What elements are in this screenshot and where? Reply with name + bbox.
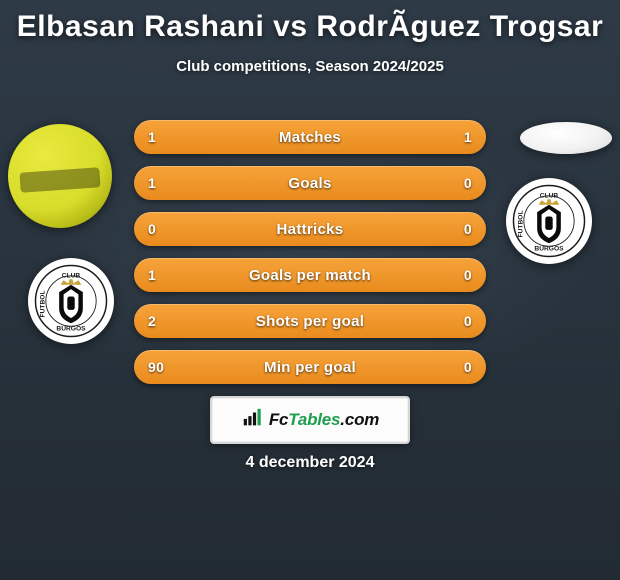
club-crest-icon: CLUB BURGOS FUTBOL bbox=[512, 184, 586, 258]
bar-row: 1 Matches 1 bbox=[134, 120, 486, 154]
bar-value-right: 0 bbox=[464, 175, 472, 191]
bar-value-right: 1 bbox=[464, 129, 472, 145]
branding-prefix: Fc bbox=[269, 410, 288, 429]
branding-text: FcTables.com bbox=[269, 410, 379, 430]
bar-label: Hattricks bbox=[277, 221, 344, 238]
club-badge-right: CLUB BURGOS FUTBOL bbox=[506, 178, 592, 264]
bar-value-left: 90 bbox=[148, 359, 164, 375]
bar-label: Shots per goal bbox=[256, 313, 364, 330]
branding-main: Tables bbox=[288, 410, 340, 429]
bar-label: Goals bbox=[288, 175, 331, 192]
svg-text:FUTBOL: FUTBOL bbox=[39, 290, 46, 317]
bar-value-left: 1 bbox=[148, 175, 156, 191]
bar-row: 1 Goals per match 0 bbox=[134, 258, 486, 292]
branding-suffix: .com bbox=[340, 410, 379, 429]
svg-text:FUTBOL: FUTBOL bbox=[517, 210, 524, 237]
player-right-avatar bbox=[520, 122, 612, 154]
svg-text:CLUB: CLUB bbox=[540, 192, 559, 199]
svg-text:CLUB: CLUB bbox=[62, 272, 81, 279]
bar-value-left: 1 bbox=[148, 267, 156, 283]
bar-row: 90 Min per goal 0 bbox=[134, 350, 486, 384]
bar-row: 1 Goals 0 bbox=[134, 166, 486, 200]
bar-value-left: 2 bbox=[148, 313, 156, 329]
bar-value-right: 0 bbox=[464, 221, 472, 237]
svg-text:BURGOS: BURGOS bbox=[56, 326, 86, 333]
bar-row: 2 Shots per goal 0 bbox=[134, 304, 486, 338]
comparison-bars: 1 Matches 1 1 Goals 0 0 Hattricks 0 1 Go… bbox=[134, 120, 486, 396]
bar-value-left: 1 bbox=[148, 129, 156, 145]
club-crest-icon: CLUB BURGOS FUTBOL bbox=[34, 264, 108, 338]
bar-value-left: 0 bbox=[148, 221, 156, 237]
bar-label: Goals per match bbox=[249, 267, 371, 284]
footer-date: 4 december 2024 bbox=[0, 454, 620, 472]
page-subtitle: Club competitions, Season 2024/2025 bbox=[0, 58, 620, 75]
bar-value-right: 0 bbox=[464, 359, 472, 375]
bar-label: Min per goal bbox=[264, 359, 356, 376]
bar-value-right: 0 bbox=[464, 267, 472, 283]
barchart-icon bbox=[241, 407, 263, 434]
bar-row: 0 Hattricks 0 bbox=[134, 212, 486, 246]
club-badge-left: CLUB BURGOS FUTBOL bbox=[28, 258, 114, 344]
bar-label: Matches bbox=[279, 129, 341, 146]
branding-box: FcTables.com bbox=[210, 396, 410, 444]
svg-text:BURGOS: BURGOS bbox=[534, 246, 564, 253]
page-title: Elbasan Rashani vs RodrÃ­guez Trogsar bbox=[0, 0, 620, 44]
bar-value-right: 0 bbox=[464, 313, 472, 329]
player-left-avatar bbox=[8, 124, 112, 228]
